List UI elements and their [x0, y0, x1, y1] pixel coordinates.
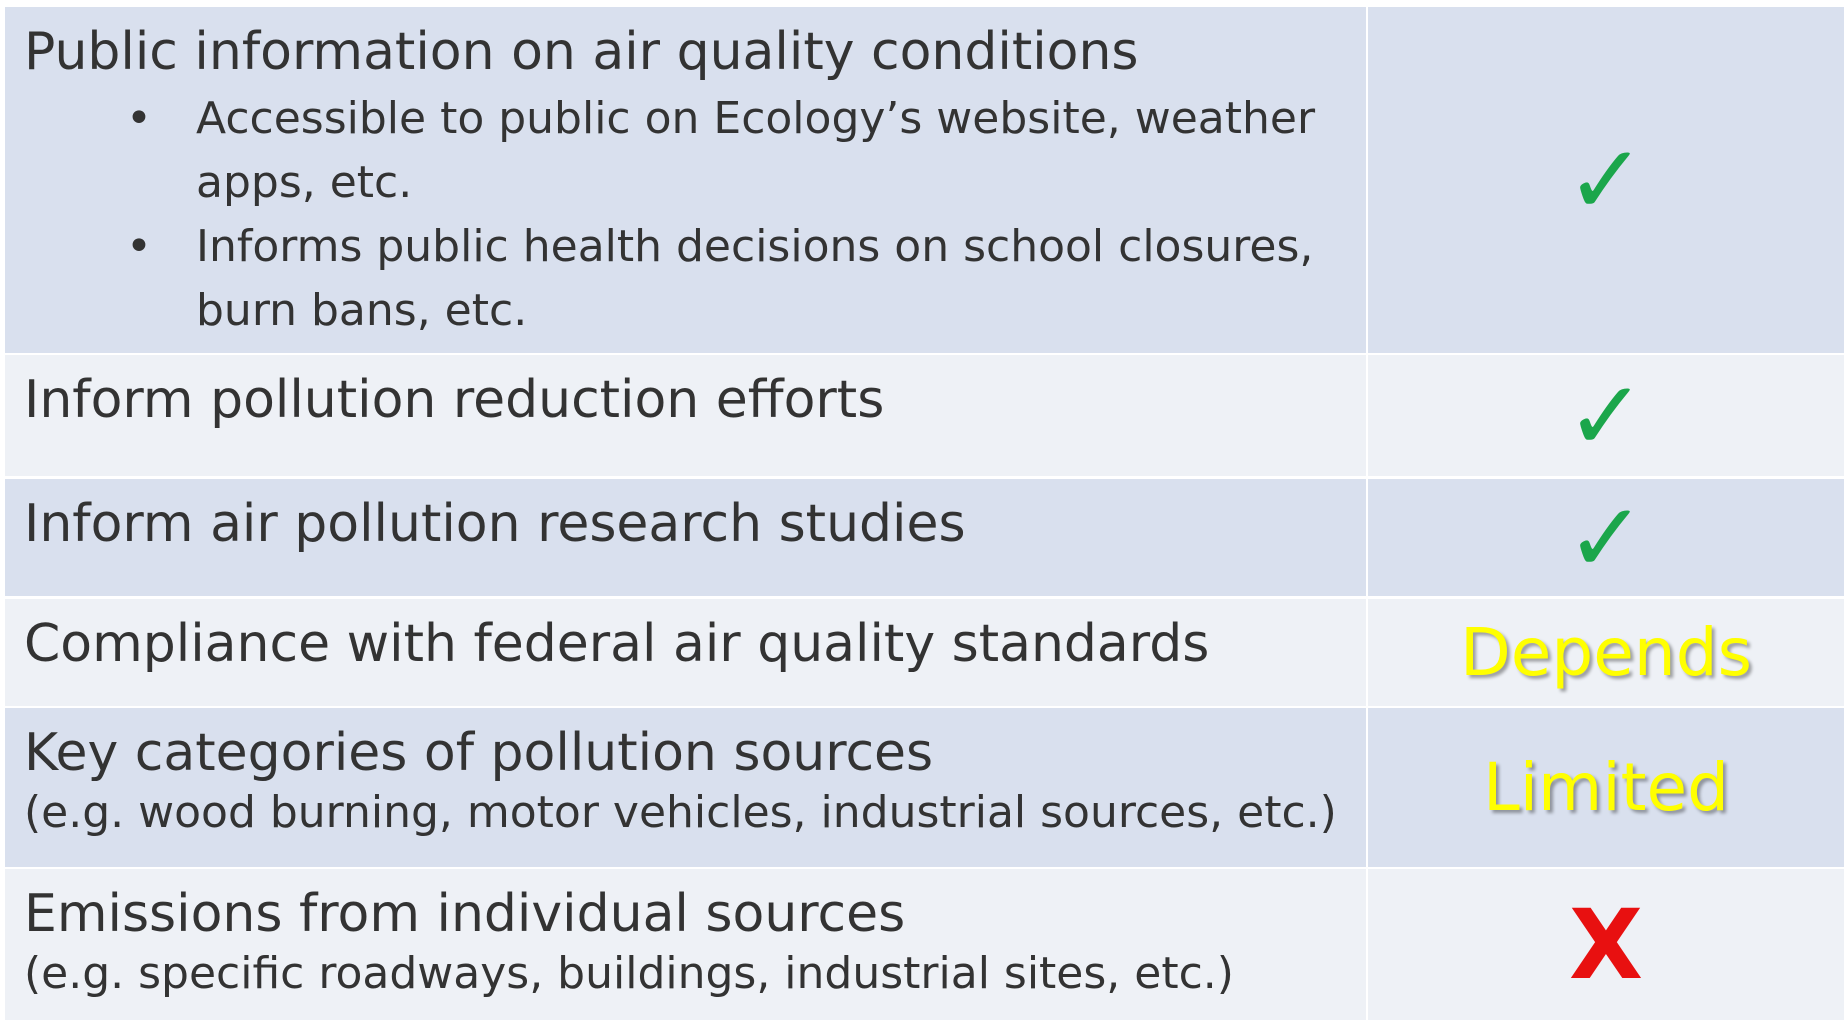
item-title: Inform pollution reduction efforts — [24, 370, 885, 430]
bullet: Accessible to public on Ecology’s websit… — [126, 87, 1346, 215]
table-row: Inform air pollution research studies ✓ — [5, 479, 1844, 596]
item-title: Compliance with federal air quality stan… — [24, 614, 1210, 674]
status-cell: ✓ — [1368, 7, 1844, 353]
status: Depends — [1459, 614, 1753, 691]
item-note: (e.g. wood burning, motor vehicles, indu… — [24, 787, 1337, 838]
item-title: Inform air pollution research studies — [24, 494, 966, 554]
item-cell: Emissions from individual sources (e.g. s… — [5, 869, 1366, 1020]
table-row: Key categories of pollution sources (e.g.… — [5, 708, 1844, 867]
table-row: Compliance with federal air quality stan… — [5, 599, 1844, 706]
status-cell: Limited — [1368, 708, 1844, 867]
item-cell: Inform pollution reduction efforts — [5, 355, 1366, 476]
status: Limited — [1482, 749, 1730, 826]
table-row: Emissions from individual sources (e.g. s… — [5, 869, 1844, 1020]
item-note: (e.g. specific roadways, buildings, indu… — [24, 948, 1234, 999]
item-title: Public information on air quality condit… — [24, 22, 1139, 82]
item-title: Emissions from individual sources — [24, 884, 906, 944]
item-cell: Key categories of pollution sources (e.g.… — [5, 708, 1366, 867]
table-row: Inform pollution reduction efforts ✓ — [5, 355, 1844, 476]
status-cell: X — [1368, 869, 1844, 1020]
status-cell: ✓ — [1368, 355, 1844, 476]
item-cell: Compliance with federal air quality stan… — [5, 599, 1366, 706]
status-cell: Depends — [1368, 599, 1844, 706]
bullet: Informs public health decisions on schoo… — [126, 215, 1346, 343]
item-cell: Inform air pollution research studies — [5, 479, 1366, 596]
status: ✓ — [1565, 124, 1647, 236]
status: X — [1568, 888, 1643, 1001]
bullet-list: Accessible to public on Ecology’s websit… — [24, 87, 1366, 343]
status-cell: ✓ — [1368, 479, 1844, 596]
item-cell: Public information on air quality condit… — [5, 7, 1366, 353]
status: ✓ — [1565, 481, 1647, 594]
status: ✓ — [1565, 359, 1647, 472]
item-title: Key categories of pollution sources — [24, 723, 934, 783]
table-row: Public information on air quality condit… — [5, 7, 1844, 353]
